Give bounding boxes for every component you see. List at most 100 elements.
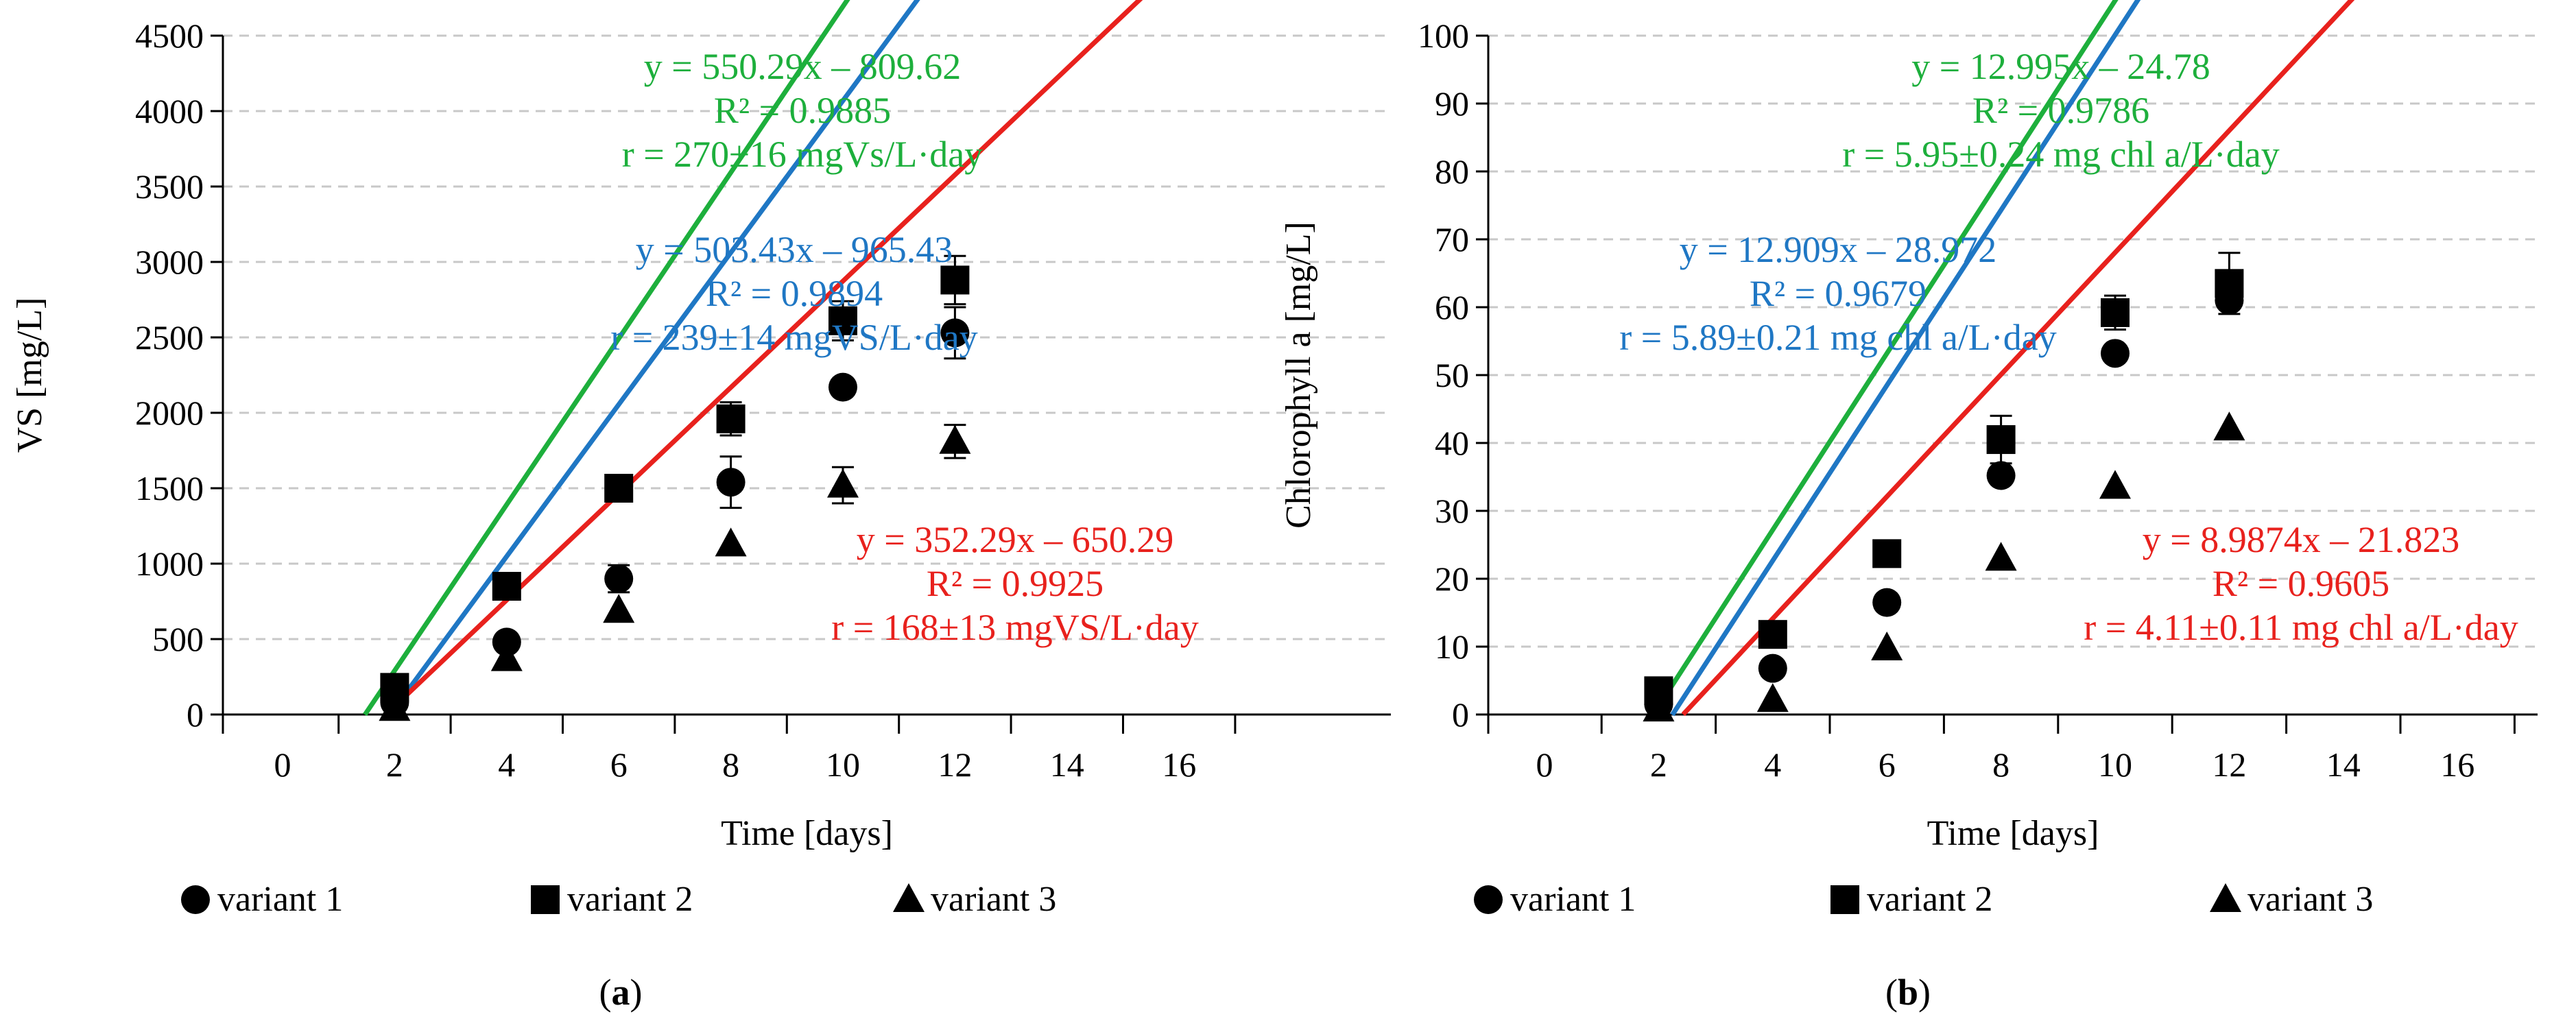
x-tick-label: 4 [498,745,515,784]
data-point-square [828,306,857,335]
x-tick-label: 10 [826,745,860,784]
trendline-annotation: y = 352.29x – 650.29 [857,519,1173,560]
legend-label: variant 2 [1867,880,1992,919]
data-point-circle [492,627,521,657]
y-tick-label: 3500 [135,167,204,206]
x-tick-label: 10 [2098,745,2132,784]
legend-label: variant 2 [567,880,693,919]
data-point-square [1758,620,1787,649]
data-point-triangle [1756,683,1789,712]
data-point-triangle [1871,631,1903,660]
trendline-annotation: r = 239±14 mgVS/L·day [610,317,978,358]
y-axis-label: Chlorophyll a [mg/L] [1279,221,1318,529]
trendline-variant-3 [1681,0,2355,717]
y-tick-label: 0 [1452,695,1469,734]
markers-variant-1 [380,318,970,717]
legend-label: variant 1 [1510,880,1636,919]
trendline-annotation: r = 168±13 mgVS/L·day [831,607,1199,648]
y-tick-label: 4000 [135,92,204,130]
data-point-square [2101,298,2130,327]
y-tick-label: 30 [1435,492,1469,530]
x-tick-label: 0 [1536,745,1553,784]
y-tick-label: 90 [1435,84,1469,123]
x-axis-label: Time [days] [721,814,893,853]
data-point-square [2215,269,2244,298]
x-axis-label: Time [days] [1927,814,2099,853]
data-point-circle [940,318,970,348]
y-tick-label: 500 [152,620,204,658]
gridlines [1488,34,2538,648]
data-point-circle [604,564,634,593]
legend-marker-circle [181,885,210,914]
x-tick-label: 16 [2440,745,2474,784]
y-tick-label: 40 [1435,424,1469,462]
data-point-triangle [939,424,971,454]
data-point-square [492,572,521,601]
trendline-annotation: y = 550.29x – 809.62 [644,46,961,87]
trendline-variant-2 [363,0,850,717]
y-tick-label: 1500 [135,469,204,507]
data-point-circle [1986,461,2016,490]
gridlines [223,34,1391,640]
y-tick-label: 10 [1435,627,1469,666]
x-tick-label: 2 [1650,745,1667,784]
trendline-annotation: y = 12.909x – 28.972 [1680,229,1996,270]
y-tick-label: 100 [1418,16,1469,55]
y-tick-label: 2000 [135,394,204,432]
legend-label: variant 1 [217,880,343,919]
x-tick-label: 8 [1992,745,2009,784]
panel-label: (b) [1885,972,1931,1013]
legend: variant 1 variant 2 variant 3 [181,880,1056,919]
x-tick-label: 8 [722,745,739,784]
trendline-annotation: R² = 0.9786 [1972,90,2149,131]
data-point-triangle [827,468,859,498]
x-tick-label: 14 [1050,745,1084,784]
data-point-triangle [2213,411,2245,441]
data-point-circle [2101,339,2130,368]
trendline-annotation: y = 12.995x – 24.78 [1911,46,2210,87]
legend-marker-triangle [893,883,925,912]
trendline-variant-2 [1651,0,2119,716]
trendline-annotation: r = 5.95±0.24 mg chl a/L·day [1842,134,2279,175]
legend-marker-square [531,885,560,914]
trendline-annotation: R² = 0.9679 [1750,273,1927,314]
data-point-triangle [490,642,523,671]
y-tick-label: 3000 [135,243,204,281]
x-tick-label: 12 [2212,745,2246,784]
markers-variant-2 [1644,269,2244,706]
x-tick-label: 2 [386,745,403,784]
x-tick-label: 6 [610,745,628,784]
data-point-square [716,404,746,433]
data-point-circle [716,468,746,497]
markers-variant-3 [379,424,971,721]
trendline-annotation: R² = 0.9894 [706,273,883,314]
y-tick-label: 20 [1435,560,1469,598]
data-point-circle [828,372,857,402]
y-tick-label: 4500 [135,16,204,55]
legend-label: variant 3 [2247,880,2373,919]
trendline-annotation: r = 270±16 mgVs/L·day [622,134,983,175]
trendline-annotation: y = 8.9874x – 21.823 [2143,519,2459,560]
x-tick-label: 6 [1879,745,1896,784]
trendline-annotation: R² = 0.9885 [714,90,891,131]
data-point-circle [1758,653,1787,683]
data-point-square [1986,425,2016,455]
y-tick-label: 50 [1435,356,1469,394]
x-tick-label: 4 [1764,745,1781,784]
y-tick-label: 2500 [135,318,204,357]
data-point-square [1872,539,1902,568]
y-tick-label: 70 [1435,220,1469,259]
legend-marker-triangle [2210,883,2241,912]
data-point-square [604,474,634,503]
y-tick-label: 0 [187,695,204,734]
y-tick-label: 1000 [135,544,204,583]
y-axis-label: VS [mg/L] [10,298,49,453]
trendline-variant-1 [1670,0,2141,717]
markers-variant-3 [1643,411,2245,722]
legend: variant 1 variant 2 variant 3 [1474,880,2373,919]
trendline-variant-1 [388,0,920,716]
y-tick-label: 60 [1435,288,1469,326]
data-point-triangle [1643,693,1675,722]
x-tick-label: 14 [2326,745,2361,784]
